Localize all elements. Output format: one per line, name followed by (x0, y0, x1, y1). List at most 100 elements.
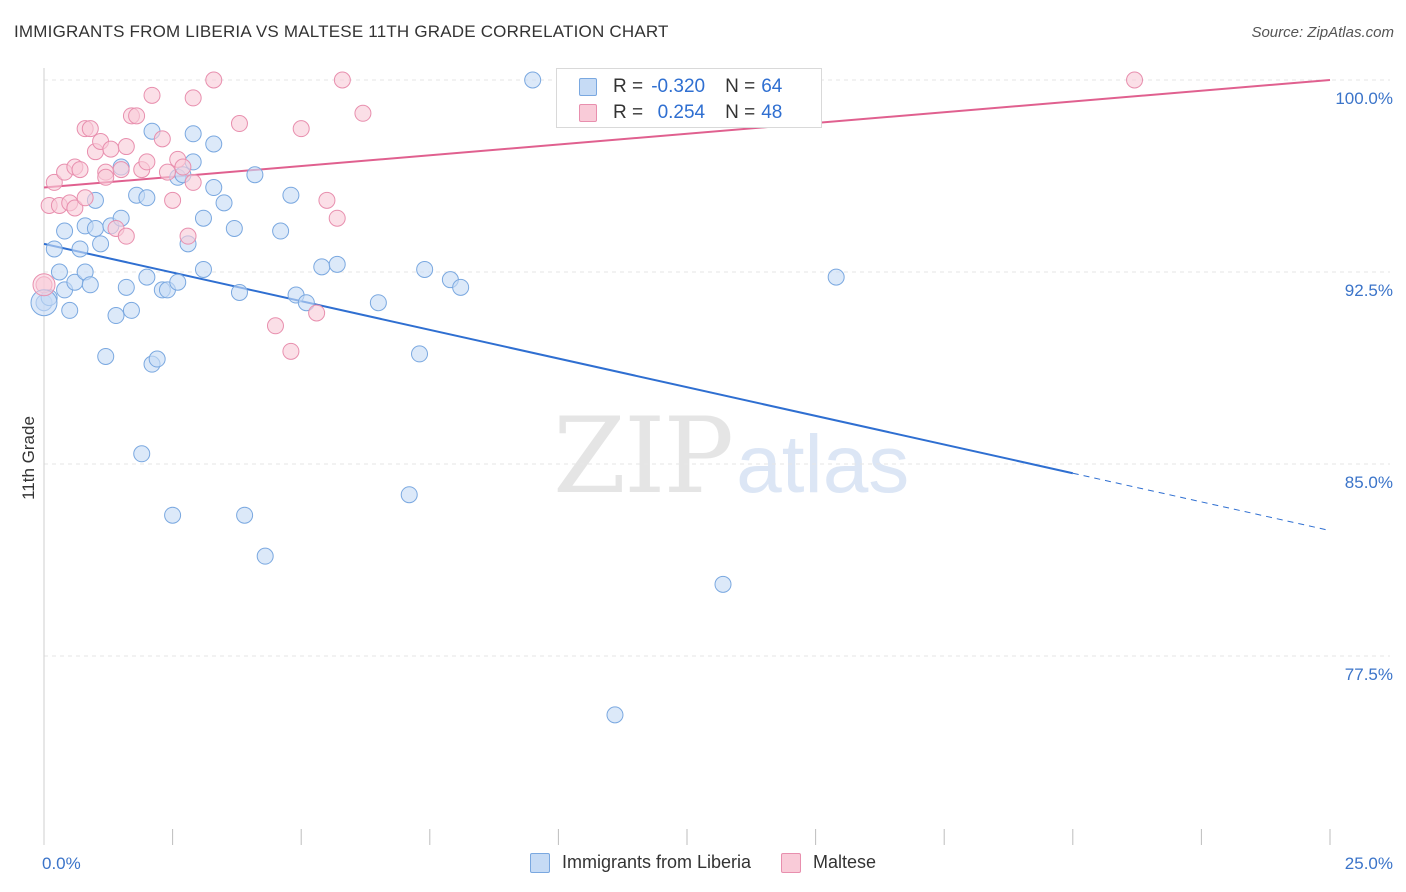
liberia-point (45, 240, 63, 258)
liberia-point (148, 350, 166, 368)
y-tick-label: 92.5% (1345, 281, 1393, 300)
maltese-point (230, 115, 248, 133)
y-tick-label: 85.0% (1345, 473, 1393, 492)
maltese-point (66, 199, 84, 217)
n-value: 48 (761, 102, 783, 123)
liberia-point (328, 255, 346, 273)
liberia-point (246, 166, 264, 184)
maltese-point (158, 163, 176, 181)
liberia-point (92, 235, 110, 253)
liberia-point (169, 273, 187, 291)
watermark-zip: ZIP (553, 395, 734, 517)
maltese-point (76, 189, 94, 207)
grid-lines (44, 79, 1390, 657)
r-value: -0.320 (651, 76, 706, 97)
watermark: ZIPatlas (553, 395, 909, 517)
legend-swatch-pink (781, 852, 802, 873)
maltese-point (97, 168, 115, 186)
maltese-point (138, 153, 156, 171)
r-value: 0.254 (657, 102, 706, 123)
liberia-point (369, 294, 387, 312)
liberia-point (256, 547, 274, 565)
maltese-point (333, 71, 351, 89)
n-label: N = (725, 76, 756, 97)
liberia-point (194, 260, 212, 278)
liberia-swatch (579, 78, 597, 96)
liberia-point (524, 71, 542, 89)
legend-item-liberia[interactable]: Immigrants from Liberia (529, 852, 752, 873)
y-tick-label: 100.0% (1335, 89, 1393, 108)
stats-legend: R = -0.320 N = 64 R = 0.254 N = 48 (556, 68, 822, 128)
maltese-point (318, 191, 336, 209)
maltese-point (71, 161, 89, 179)
maltese-point (128, 107, 146, 125)
maltese-point (143, 86, 161, 104)
liberia-point (230, 283, 248, 301)
maltese-point (184, 89, 202, 107)
n-label: N = (725, 102, 756, 123)
liberia-point (827, 268, 845, 286)
liberia-point (297, 294, 315, 312)
r-label: R = (613, 76, 644, 97)
liberia-point (714, 575, 732, 593)
n-value: 64 (761, 76, 783, 97)
liberia-point (194, 209, 212, 227)
liberia-point (117, 278, 135, 296)
liberia-point (138, 268, 156, 286)
r-label: R = (613, 102, 644, 123)
stats-row-maltese: R = 0.254 N = 48 (579, 100, 782, 126)
liberia-point (205, 135, 223, 153)
maltese-point (292, 120, 310, 138)
liberia-point (71, 240, 89, 258)
legend-label-liberia: Immigrants from Liberia (561, 852, 752, 872)
legend-item-maltese[interactable]: Maltese (781, 852, 876, 873)
liberia-point (205, 179, 223, 197)
liberia-point (97, 347, 115, 365)
trend-line-extension (1072, 472, 1331, 532)
maltese-point (184, 173, 202, 191)
maltese-point (164, 191, 182, 209)
series-legend: Immigrants from Liberia Maltese (0, 852, 1406, 873)
chart-source: Source: ZipAtlas.com (1251, 24, 1394, 41)
liberia-point (606, 706, 624, 724)
maltese-point (174, 158, 192, 176)
liberia-point (400, 486, 418, 504)
chart-title: IMMIGRANTS FROM LIBERIA VS MALTESE 11TH … (14, 22, 669, 41)
liberia-point (107, 307, 125, 325)
maltese-point (205, 71, 223, 89)
liberia-point (225, 219, 243, 237)
liberia-point (313, 258, 331, 276)
trend-line-liberia (43, 242, 1074, 475)
axes (43, 68, 1331, 845)
legend-label-maltese: Maltese (813, 852, 877, 872)
maltese-point (266, 317, 284, 335)
maltese-swatch (579, 104, 597, 122)
liberia-point (81, 276, 99, 294)
x-tick-label: 25.0% (1345, 854, 1393, 873)
liberia-point (184, 125, 202, 143)
maltese-point (117, 227, 135, 245)
maltese-point (117, 138, 135, 156)
liberia-point (411, 345, 429, 363)
x-tick-label: 0.0% (42, 854, 81, 873)
liberia-point (236, 506, 254, 524)
liberia-point (122, 301, 140, 319)
liberia-point (416, 260, 434, 278)
maltese-point (32, 273, 56, 297)
liberia-point (86, 219, 104, 237)
liberia-point (272, 222, 290, 240)
maltese-point (354, 104, 372, 122)
maltese-point (112, 161, 130, 179)
tick-labels: 100.0% 92.5% 85.0% 77.5% 0.0% 25.0% (42, 89, 1393, 873)
trend-lines (43, 79, 1331, 532)
maltese-point (328, 209, 346, 227)
liberia-point (452, 278, 470, 296)
liberia-point (215, 194, 233, 212)
y-tick-label: 77.5% (1345, 665, 1393, 684)
maltese-point (45, 173, 63, 191)
liberia-point (61, 301, 79, 319)
liberia-point (164, 506, 182, 524)
maltese-point (153, 130, 171, 148)
liberia-point (282, 186, 300, 204)
stats-row-liberia: R = -0.320 N = 64 (579, 74, 782, 100)
